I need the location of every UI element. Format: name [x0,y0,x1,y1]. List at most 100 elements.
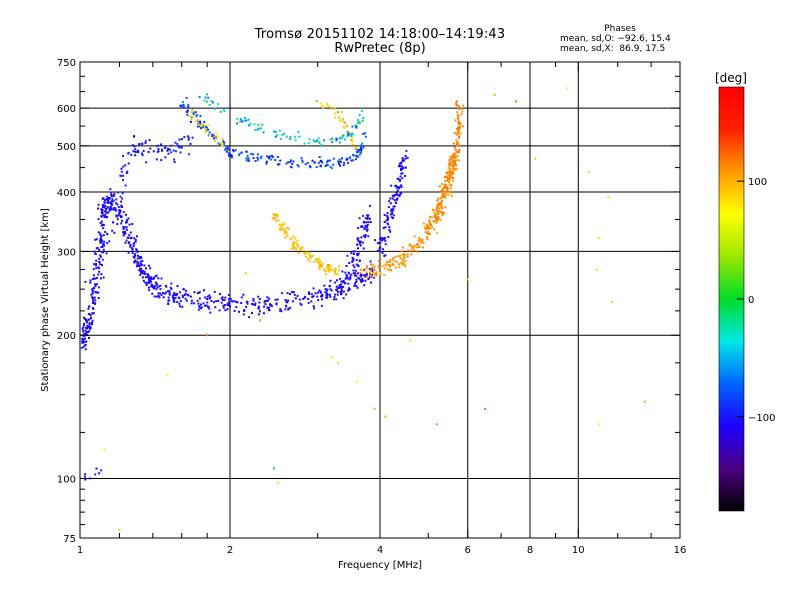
echo-point [419,238,422,241]
echo-point [362,117,365,119]
echo-point [444,186,447,189]
echo-point [330,167,333,170]
echo-point [134,238,137,241]
echo-point [400,184,403,187]
echo-point [445,175,448,178]
echo-point [437,203,440,206]
echo-point [419,240,422,243]
echo-point [357,276,360,279]
echo-point [357,120,360,123]
echo-point [214,306,217,309]
echo-point [100,246,103,248]
echo-point [458,149,461,152]
echo-point [143,272,146,275]
echo-point [336,273,339,276]
echo-point [180,146,183,149]
echo-point [457,150,459,153]
echo-point [330,356,333,358]
echo-point [352,269,355,272]
echo-point [140,257,143,260]
echo-point [313,307,316,310]
echo-point [99,239,101,242]
echo-point [125,226,128,229]
echo-point [428,219,431,222]
echo-point [122,234,125,237]
echo-point [358,121,361,124]
echo-point [121,206,123,208]
echo-point [355,278,358,281]
echo-point [330,289,333,292]
echo-point [102,206,104,209]
echo-point [405,150,408,153]
echo-point [351,143,353,146]
echo-point [134,240,137,243]
echo-point [192,111,195,114]
echo-point [232,149,235,151]
echo-point [386,216,389,218]
echo-point [456,133,458,136]
echo-point [116,203,119,206]
echo-point [352,259,355,262]
echo-point [400,172,403,175]
echo-point [371,263,374,266]
echo-point [366,229,369,232]
echo-point [91,296,94,299]
echo-point [369,260,372,263]
echo-point [193,291,196,294]
echo-point [350,135,353,138]
echo-point [102,227,105,230]
echo-point [157,150,160,153]
echo-point [155,158,158,161]
echo-point [315,258,318,261]
echo-point [435,222,438,225]
echo-point [91,289,94,292]
echo-point [259,157,262,160]
echo-point [266,155,268,158]
echo-point [190,116,193,118]
echo-point [265,162,268,165]
echo-point [205,129,207,132]
echo-point [136,251,139,254]
echo-point [319,263,322,266]
echo-point [204,296,207,299]
echo-point [259,319,262,322]
echo-point [102,248,105,251]
echo-point [343,127,346,130]
echo-point [126,219,129,221]
echo-point [397,194,400,197]
echo-point [318,142,321,145]
echo-point [436,203,439,206]
echo-point [377,265,380,267]
echo-point [339,119,341,122]
echo-point [350,273,353,276]
echo-point [133,256,136,259]
echo-point [396,198,398,201]
echo-point [433,220,435,223]
echo-point [101,212,104,215]
echo-point [140,263,143,266]
echo-point [84,318,86,320]
echo-point [321,262,324,265]
echo-point [597,423,600,426]
echo-point [339,164,341,167]
echo-point [350,159,353,162]
echo-point [84,280,87,283]
echo-point [215,136,218,139]
echo-point [449,183,452,186]
echo-point [168,148,171,151]
echo-point [446,186,449,189]
echo-point [182,103,185,106]
echo-point [136,261,139,264]
echo-point [333,107,336,110]
echo-point [362,234,365,237]
echo-point [213,290,216,293]
echo-point [204,304,206,307]
echo-point [360,144,363,147]
echo-point [125,221,128,224]
echo-point [314,292,317,295]
echo-point [382,237,385,240]
echo-point [410,244,413,247]
echo-point [338,286,341,289]
echo-point [124,213,127,216]
echo-point [173,292,176,294]
